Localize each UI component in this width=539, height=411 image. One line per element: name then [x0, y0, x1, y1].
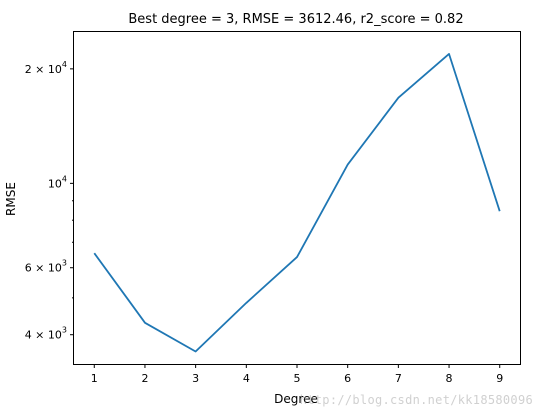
y-tick-label: 6 × 103 — [25, 259, 67, 275]
x-tick-label: 5 — [294, 372, 301, 385]
x-axis: 1 2 3 4 5 6 7 8 9 — [91, 364, 503, 385]
x-tick-label: 1 — [91, 372, 98, 385]
x-tick-label: 9 — [496, 372, 503, 385]
chart-title: Best degree = 3, RMSE = 3612.46, r2_scor… — [128, 12, 463, 27]
x-tick-label: 8 — [446, 372, 453, 385]
x-tick-label: 3 — [192, 372, 199, 385]
x-tick-label: 2 — [141, 372, 148, 385]
y-tick-label: 4 × 103 — [25, 326, 67, 342]
y-axis-label: RMSE — [4, 182, 18, 216]
x-axis-label: Degree — [274, 392, 318, 406]
series-group — [93, 53, 501, 353]
y-tick-label: 2 × 104 — [25, 60, 67, 76]
plot-area — [73, 31, 521, 365]
y-axis: 4 × 103 6 × 103 104 2 × 104 — [25, 60, 74, 342]
y-tick-label: 104 — [48, 174, 67, 190]
x-tick-label: 7 — [395, 372, 402, 385]
x-tick-label: 4 — [243, 372, 250, 385]
x-tick-label: 6 — [344, 372, 351, 385]
series-line — [93, 53, 501, 353]
watermark-text: http://blog.csdn.net/kk18580096 — [299, 393, 533, 407]
